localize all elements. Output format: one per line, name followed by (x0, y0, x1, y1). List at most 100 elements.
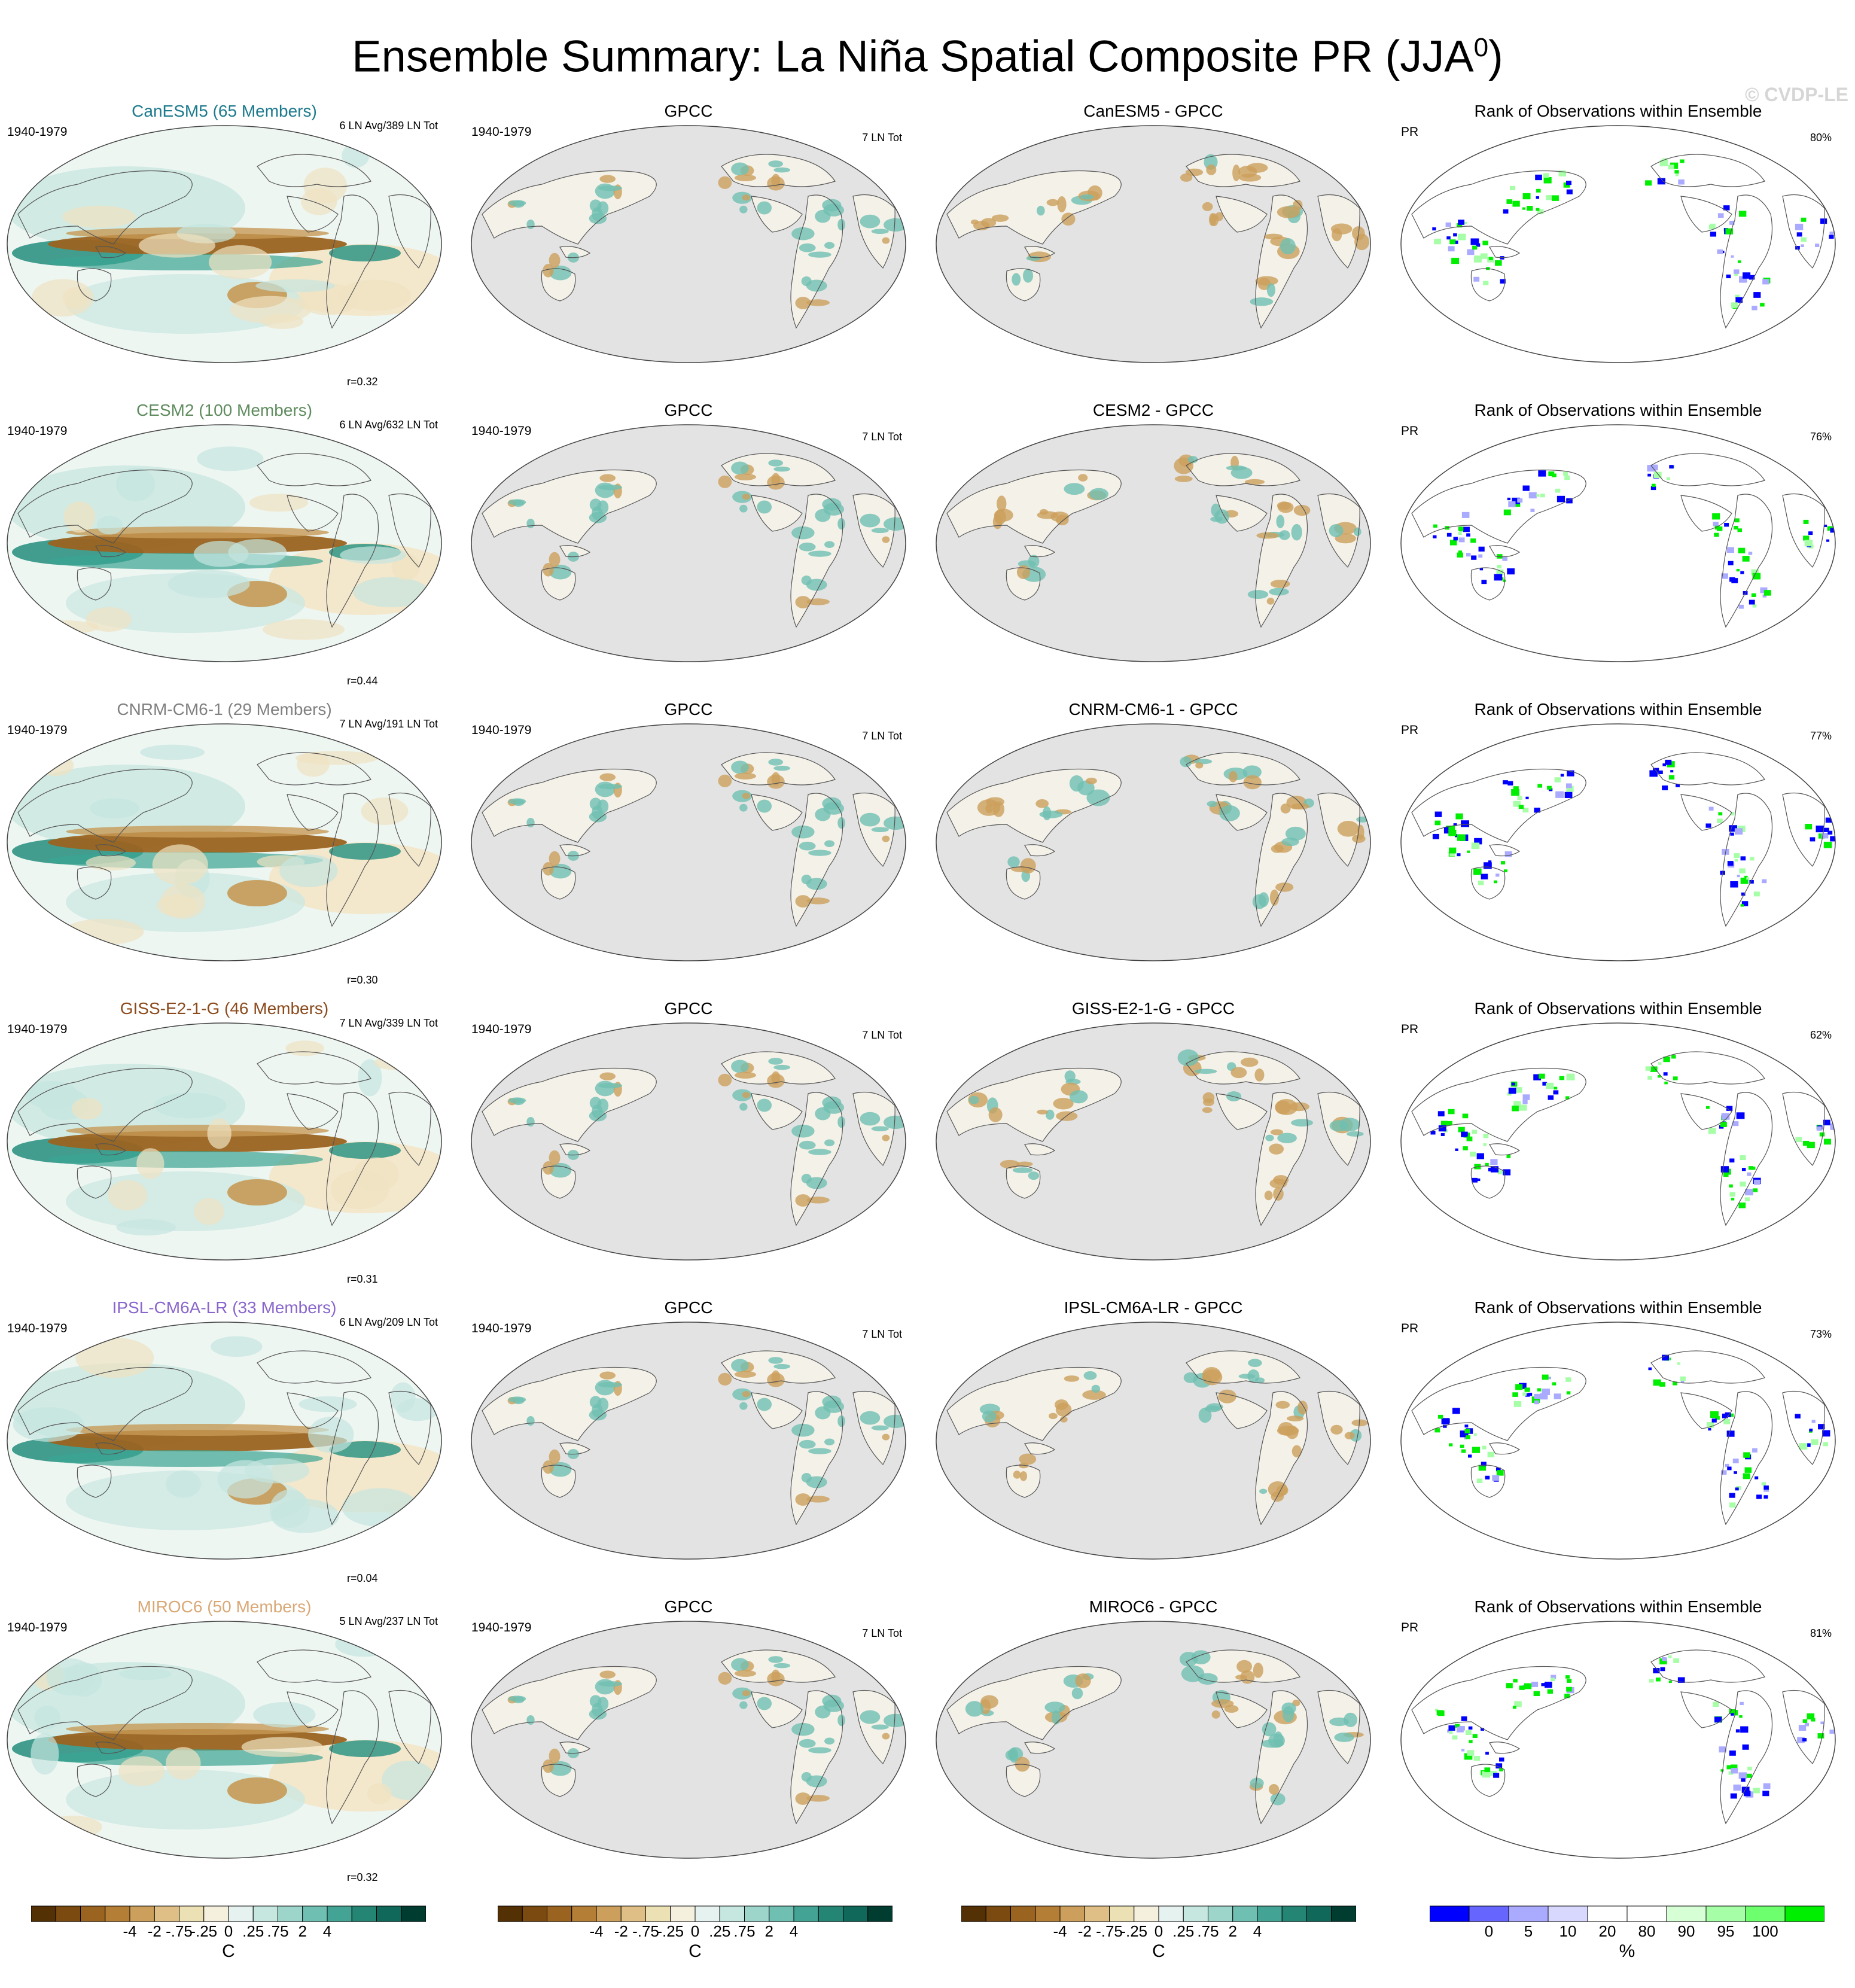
colorbar-box (1430, 1905, 1470, 1922)
obs-panel: GPCC 1940-1979 7 LN Tot (464, 699, 913, 992)
colorbar-tick-label: 2 (1228, 1922, 1237, 1940)
map-diff (936, 1022, 1371, 1261)
panel-subtitle-left: PR (1401, 1022, 1419, 1036)
colorbar-box (278, 1905, 303, 1922)
colorbar-box (1469, 1905, 1509, 1922)
panel-title: CNRM-CM6-1 (29 Members) (117, 700, 332, 719)
colorbar-box (105, 1905, 130, 1922)
panel-subtitle-left: PR (1401, 1621, 1419, 1634)
panel-subtitle-left: 1940-1979 (471, 1621, 532, 1634)
panel-title: IPSL-CM6A-LR (33 Members) (112, 1298, 337, 1317)
colorbar-box (228, 1905, 254, 1922)
panel-title: GPCC (664, 102, 713, 120)
panel-subtitle-right: 7 LN Avg/339 LN Tot (339, 1017, 438, 1029)
panel-subtitle-right: 7 LN Tot (862, 1328, 902, 1340)
panel-subtitle-left: PR (1401, 424, 1419, 438)
panel-subtitle-right: 6 LN Avg/389 LN Tot (339, 120, 438, 132)
panel-title: Rank of Observations within Ensemble (1474, 1298, 1762, 1317)
colorbar-model: -4 -2 -.75 -.25 0 .25.75 2 4 C (31, 1905, 426, 1960)
map-rank (1400, 1322, 1836, 1560)
colorbar-tick-label: -.25 (1120, 1922, 1148, 1940)
colorbar-tick-label: -2 (147, 1922, 162, 1940)
panel-subtitle-right: 7 LN Tot (862, 132, 902, 144)
diff-panel: CNRM-CM6-1 - GPCC (929, 699, 1378, 992)
rank-panel: Rank of Observations within Ensemble PR 80… (1394, 101, 1842, 394)
colorbar-tick-label: 80 (1638, 1922, 1656, 1940)
colorbar-box (1183, 1905, 1208, 1922)
panel-subtitle-left: 1940-1979 (7, 1621, 68, 1634)
colorbar-box (985, 1905, 1011, 1922)
panel-subtitle-left: 1940-1979 (471, 1322, 532, 1335)
colorbar-box (744, 1905, 770, 1922)
obs-panel: GPCC 1940-1979 7 LN Tot (464, 101, 913, 394)
colorbar-box (522, 1905, 547, 1922)
panel-title: Rank of Observations within Ensemble (1474, 401, 1762, 419)
colorbar-tick-label: -4 (589, 1922, 604, 1940)
panel-subtitle-left: 1940-1979 (7, 723, 68, 737)
colorbar-box (1784, 1905, 1824, 1922)
colorbar-tick-label: 2 (298, 1922, 307, 1940)
colorbar-tick-label: 95 (1717, 1922, 1735, 1940)
panel-subtitle-right: 6 LN Avg/632 LN Tot (339, 419, 438, 431)
colorbar-box (31, 1905, 56, 1922)
colorbar-box (401, 1905, 426, 1922)
map-model (7, 723, 442, 961)
colorbar-tick-label: 4 (322, 1922, 332, 1940)
colorbar-box (961, 1905, 986, 1922)
map-diff (936, 1621, 1371, 1859)
panel-subtitle-left: PR (1401, 1322, 1419, 1335)
colorbar-box (719, 1905, 745, 1922)
model-panel: IPSL-CM6A-LR (33 Members) 1940-1979 6 LN A… (0, 1297, 449, 1590)
colorbar-unit: C (1152, 1941, 1165, 1961)
pattern-correlation: r=0.32 (347, 1871, 378, 1883)
panel-title: GPCC (664, 401, 713, 419)
panel-subtitle-left: 1940-1979 (7, 424, 68, 438)
panel-subtitle-right: 6 LN Avg/209 LN Tot (339, 1316, 438, 1328)
colorbar-box (843, 1905, 869, 1922)
colorbar-box (793, 1905, 819, 1922)
diff-panel: CESM2 - GPCC (929, 400, 1378, 693)
colorbar-box (1059, 1905, 1085, 1922)
map-diff (936, 424, 1371, 662)
colorbar-tick-label: 0 (1154, 1922, 1163, 1940)
colorbar-box (1257, 1905, 1283, 1922)
colorbar-box (818, 1905, 843, 1922)
colorbar-tick-label: -.75 (1096, 1922, 1123, 1940)
obs-panel: GPCC 1940-1979 7 LN Tot (464, 1596, 913, 1889)
colorbar-box (547, 1905, 572, 1922)
panel-title: Rank of Observations within Ensemble (1474, 999, 1762, 1018)
colorbar-box (498, 1905, 523, 1922)
colorbar-box (351, 1905, 377, 1922)
panel-title: GISS-E2-1-G (46 Members) (120, 999, 329, 1018)
colorbar-box (1666, 1905, 1707, 1922)
colorbar-unit: C (689, 1941, 702, 1961)
map-rank (1400, 1022, 1836, 1261)
pattern-correlation: r=0.32 (347, 376, 378, 388)
colorbar-tick-label: -4 (123, 1922, 137, 1940)
panel-subtitle-right: 81% (1810, 1627, 1832, 1639)
map-obs (471, 1322, 906, 1560)
colorbar-tick-label: -2 (614, 1922, 628, 1940)
colorbar-box (302, 1905, 328, 1922)
colorbar-tick-label: .75 (267, 1922, 289, 1940)
colorbar-ticks: 0 5 10 20 80 90 95 100 (1430, 1922, 1824, 1943)
panel-subtitle-left: 1940-1979 (7, 1022, 68, 1036)
colorbar-box (252, 1905, 278, 1922)
colorbar-tick-label: .25 (709, 1922, 731, 1940)
diff-panel: GISS-E2-1-G - GPCC (929, 998, 1378, 1291)
colorbar-box (571, 1905, 597, 1922)
map-model (7, 1022, 442, 1261)
diff-panel: IPSL-CM6A-LR - GPCC (929, 1297, 1378, 1590)
colorbar-tick-label: 2 (764, 1922, 773, 1940)
map-model (7, 424, 442, 662)
colorbar-tick-label: -4 (1053, 1922, 1067, 1940)
colorbar-tick-label: -.75 (166, 1922, 193, 1940)
colorbar-tick-label: 4 (789, 1922, 799, 1940)
map-obs (471, 125, 906, 363)
obs-panel: GPCC 1940-1979 7 LN Tot (464, 1297, 913, 1590)
panel-subtitle-left: 1940-1979 (471, 424, 532, 438)
panel-subtitle-left: 1940-1979 (471, 125, 532, 139)
map-obs (471, 1621, 906, 1859)
colorbar-box (1158, 1905, 1184, 1922)
colorbar-box (1548, 1905, 1588, 1922)
